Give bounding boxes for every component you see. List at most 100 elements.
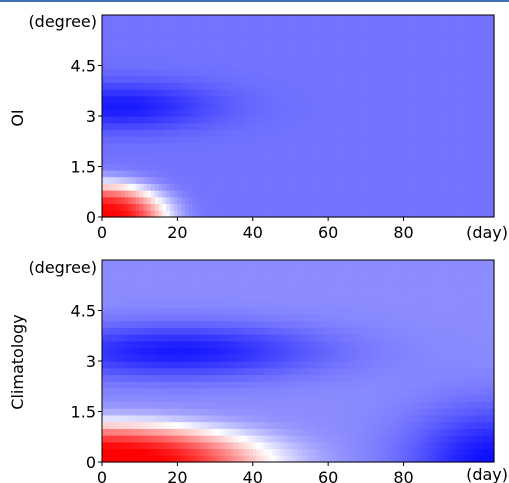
heatmap-cell — [305, 340, 310, 349]
heatmap-cell — [478, 62, 484, 70]
heatmap-cell — [154, 280, 160, 288]
heatmap-cell — [169, 62, 175, 70]
heatmap-cell — [286, 129, 292, 137]
heatmap-cell — [166, 428, 171, 436]
heatmap-cell — [166, 48, 171, 56]
heatmap-cell — [271, 142, 276, 151]
heatmap-cell — [117, 266, 122, 275]
heatmap-cell — [347, 35, 352, 43]
heatmap-cell — [151, 102, 156, 110]
heatmap-cell — [181, 35, 186, 43]
heatmap-cell — [200, 176, 205, 184]
heatmap-cell — [169, 286, 175, 295]
heatmap-cell — [128, 95, 133, 104]
heatmap-cell — [203, 435, 209, 443]
heatmap-cell — [463, 203, 469, 211]
heatmap-cell — [109, 327, 114, 335]
heatmap-cell — [177, 313, 182, 322]
heatmap-cell — [203, 340, 209, 349]
heatmap-cell — [200, 367, 205, 376]
heatmap-cell — [192, 176, 197, 184]
heatmap-cell — [294, 401, 299, 409]
heatmap-cell — [166, 273, 171, 281]
heatmap-cell — [358, 196, 363, 205]
heatmap-cell — [200, 190, 205, 198]
heatmap-cell — [331, 156, 337, 164]
heatmap-cell — [184, 95, 190, 104]
heatmap-cell — [426, 28, 431, 36]
heatmap-cell — [249, 129, 254, 137]
heatmap-cell — [102, 300, 107, 308]
heatmap-cell — [433, 122, 439, 131]
heatmap-cell — [282, 122, 288, 131]
heatmap-cell — [249, 183, 254, 191]
heatmap-cell — [290, 361, 295, 369]
heatmap-cell — [113, 41, 118, 50]
heatmap-cell — [471, 169, 476, 178]
heatmap-cell — [275, 95, 280, 104]
heatmap-cell — [275, 203, 280, 211]
heatmap-cell — [181, 448, 186, 456]
heatmap-cell — [147, 327, 152, 335]
heatmap-cell — [490, 122, 495, 131]
heatmap-cell — [463, 75, 469, 83]
heatmap-cell — [324, 354, 329, 362]
heatmap-cell — [169, 394, 175, 402]
heatmap-cell — [282, 428, 288, 436]
heatmap-cell — [109, 260, 114, 268]
heatmap-cell — [305, 286, 310, 295]
heatmap-cell — [298, 62, 303, 70]
heatmap-cell — [215, 109, 220, 117]
heatmap-cell — [113, 142, 118, 151]
heatmap-cell — [154, 156, 160, 164]
heatmap-cell — [158, 55, 163, 63]
heatmap-cell — [354, 75, 359, 83]
heatmap-cell — [264, 300, 269, 308]
heatmap-cell — [117, 354, 122, 362]
heatmap-cell — [396, 89, 401, 97]
heatmap-cell — [162, 55, 167, 63]
heatmap-cell — [207, 320, 212, 328]
heatmap-cell — [471, 116, 476, 124]
heatmap-cell — [354, 196, 359, 205]
heatmap-cell — [207, 435, 212, 443]
heatmap-cell — [448, 163, 454, 171]
heatmap-cell — [245, 408, 250, 416]
heatmap-cell — [222, 41, 227, 50]
heatmap-cell — [275, 421, 280, 429]
heatmap-cell — [226, 340, 231, 349]
heatmap-cell — [320, 21, 325, 30]
heatmap-cell — [143, 176, 148, 184]
heatmap-cell — [290, 354, 295, 362]
heatmap-cell — [184, 448, 190, 456]
heatmap-cell — [279, 286, 284, 295]
heatmap-cell — [403, 28, 408, 36]
heatmap-cell — [467, 95, 472, 104]
heatmap-cell — [260, 300, 265, 308]
heatmap-cell — [286, 286, 292, 295]
heatmap-cell — [365, 28, 371, 36]
heatmap-cell — [392, 75, 397, 83]
heatmap-cell — [320, 62, 325, 70]
heatmap-cell — [339, 82, 344, 90]
heatmap-cell — [211, 129, 216, 137]
heatmap-cell — [230, 196, 235, 205]
heatmap-cell — [200, 102, 205, 110]
heatmap-cell — [294, 196, 299, 205]
heatmap-cell — [230, 394, 235, 402]
heatmap-cell — [252, 320, 258, 328]
heatmap-cell — [301, 210, 307, 218]
heatmap-cell — [233, 176, 239, 184]
heatmap-cell — [188, 260, 194, 268]
heatmap-cell — [441, 35, 446, 43]
heatmap-cell — [113, 266, 118, 275]
heatmap-cell — [196, 313, 201, 322]
heatmap-cell — [113, 307, 118, 315]
heatmap-cell — [226, 163, 231, 171]
heatmap-cell — [275, 347, 280, 355]
heatmap-cell — [203, 428, 209, 436]
heatmap-cell — [482, 203, 488, 211]
heatmap-cell — [166, 41, 171, 50]
heatmap-cell — [128, 176, 133, 184]
heatmap-cell — [139, 109, 145, 117]
